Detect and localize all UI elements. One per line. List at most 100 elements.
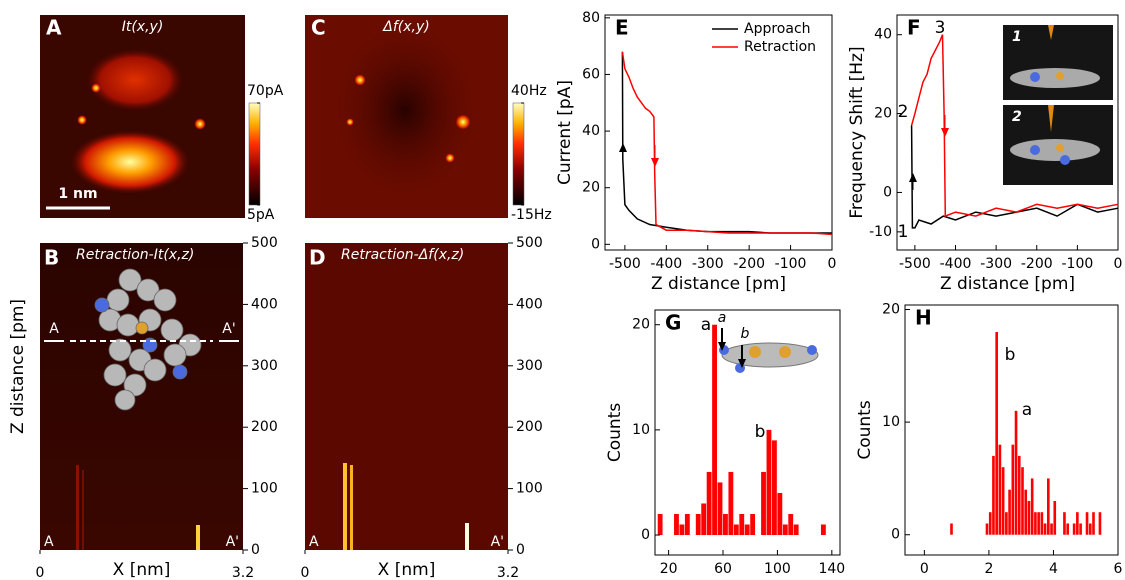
- bar: [717, 482, 723, 536]
- panel-letter: D: [309, 246, 326, 270]
- bar: [820, 524, 826, 536]
- y-tick-label: 200: [251, 419, 278, 435]
- plot-frame: [904, 304, 1119, 556]
- colorbar-label: -15Hz: [511, 207, 552, 223]
- bar: [985, 523, 989, 535]
- panel-letter: A: [46, 16, 62, 40]
- x-tick-label: 140: [818, 561, 845, 577]
- y-axis-label: Z distance [pm]: [8, 299, 28, 434]
- colorbar: [512, 102, 525, 206]
- x-tick-label: 2: [984, 561, 993, 577]
- x-tick-label: 60: [714, 561, 732, 577]
- x-tick-label: -500: [899, 256, 931, 272]
- bar: [695, 513, 701, 536]
- annotation: b: [1005, 345, 1016, 365]
- cut-label: A': [222, 321, 235, 337]
- bar: [706, 471, 712, 536]
- bar: [761, 471, 766, 536]
- y-tick-label: 300: [516, 358, 543, 374]
- x-tick-label: -300: [980, 256, 1012, 272]
- inset-f: 1 2: [1003, 25, 1113, 185]
- inset-label: a: [718, 310, 727, 326]
- inset-label: 1: [1012, 29, 1022, 45]
- annotation: b: [755, 422, 766, 442]
- x-tick-label: 0: [301, 565, 310, 580]
- y-tick-label: 20: [582, 180, 600, 196]
- y-tick-label: 500: [516, 235, 543, 251]
- y-axis-label: Counts: [855, 400, 875, 459]
- panel-title: It(x,y): [122, 19, 164, 35]
- colorbar-label: 70pA: [247, 83, 284, 99]
- bar: [1017, 455, 1021, 535]
- bar: [1040, 512, 1044, 535]
- image-a: [40, 15, 245, 218]
- x-tick-label: 0: [828, 256, 837, 272]
- panel-title: Δf(x,y): [382, 19, 429, 35]
- x-tick-label: -100: [775, 256, 807, 272]
- corner-label: A': [491, 534, 504, 550]
- corner-label: A: [309, 534, 319, 550]
- bar: [1047, 478, 1050, 535]
- scale-bar-label: 1 nm: [58, 186, 97, 202]
- bar: [777, 492, 783, 536]
- bar: [723, 513, 728, 536]
- y-axis-label: Current [pA]: [555, 80, 575, 185]
- series-line: [910, 34, 1119, 218]
- y-tick-label: 10: [882, 414, 900, 430]
- bar: [1085, 512, 1089, 535]
- molecule: [94, 268, 202, 411]
- y-tick-label: 40: [874, 27, 892, 43]
- bar: [1030, 478, 1034, 535]
- bar: [1027, 500, 1031, 535]
- x-tick-label: -300: [692, 256, 724, 272]
- x-axis-label: X [nm]: [113, 560, 171, 580]
- bar: [1079, 523, 1082, 535]
- y-tick-label: 400: [251, 296, 278, 312]
- bar: [992, 455, 995, 535]
- y-tick-label: 400: [516, 296, 543, 312]
- plot-frame: [654, 309, 841, 556]
- panel-title: Retraction-It(x,z): [76, 247, 194, 263]
- x-tick-label: 0: [1114, 256, 1123, 272]
- bar: [766, 429, 772, 536]
- bar: [788, 513, 794, 536]
- bar: [950, 523, 953, 535]
- bar: [1072, 523, 1076, 535]
- corner-label: A': [226, 534, 239, 550]
- bar: [1014, 410, 1018, 535]
- bar: [1034, 512, 1037, 535]
- bar: [674, 513, 679, 536]
- x-tick-label: -500: [609, 256, 641, 272]
- x-tick-label: 3.2: [497, 565, 519, 580]
- y-tick-label: 500: [251, 235, 278, 251]
- series-line: [621, 51, 833, 236]
- bar: [793, 524, 799, 536]
- x-tick-label: 0: [36, 565, 45, 580]
- panel-letter: E: [615, 16, 629, 40]
- y-tick-label: 100: [516, 481, 543, 497]
- bar: [1053, 500, 1057, 535]
- bar: [728, 471, 734, 536]
- colorbar: [248, 102, 261, 206]
- y-tick-label: 10: [632, 422, 650, 438]
- annotation: a: [1022, 400, 1032, 420]
- y-tick-label: 0: [251, 542, 260, 558]
- y-tick-label: 0: [891, 527, 900, 543]
- y-tick-label: 0: [516, 542, 525, 558]
- bar: [657, 513, 663, 536]
- y-axis-label: Counts: [605, 403, 625, 462]
- bar: [712, 324, 717, 536]
- annotation: 2: [898, 102, 909, 122]
- inset-label: 2: [1012, 109, 1022, 125]
- x-tick-label: 0: [920, 561, 929, 577]
- x-tick-label: 6: [1114, 561, 1123, 577]
- x-tick-label: -200: [733, 256, 765, 272]
- y-tick-label: 200: [516, 419, 543, 435]
- x-tick-label: -200: [1021, 256, 1053, 272]
- bar: [679, 524, 685, 536]
- y-tick-label: 20: [874, 106, 892, 122]
- x-tick-label: 4: [1049, 561, 1058, 577]
- image-c: [305, 15, 508, 218]
- panel-title: Retraction-Δf(x,z): [341, 247, 464, 263]
